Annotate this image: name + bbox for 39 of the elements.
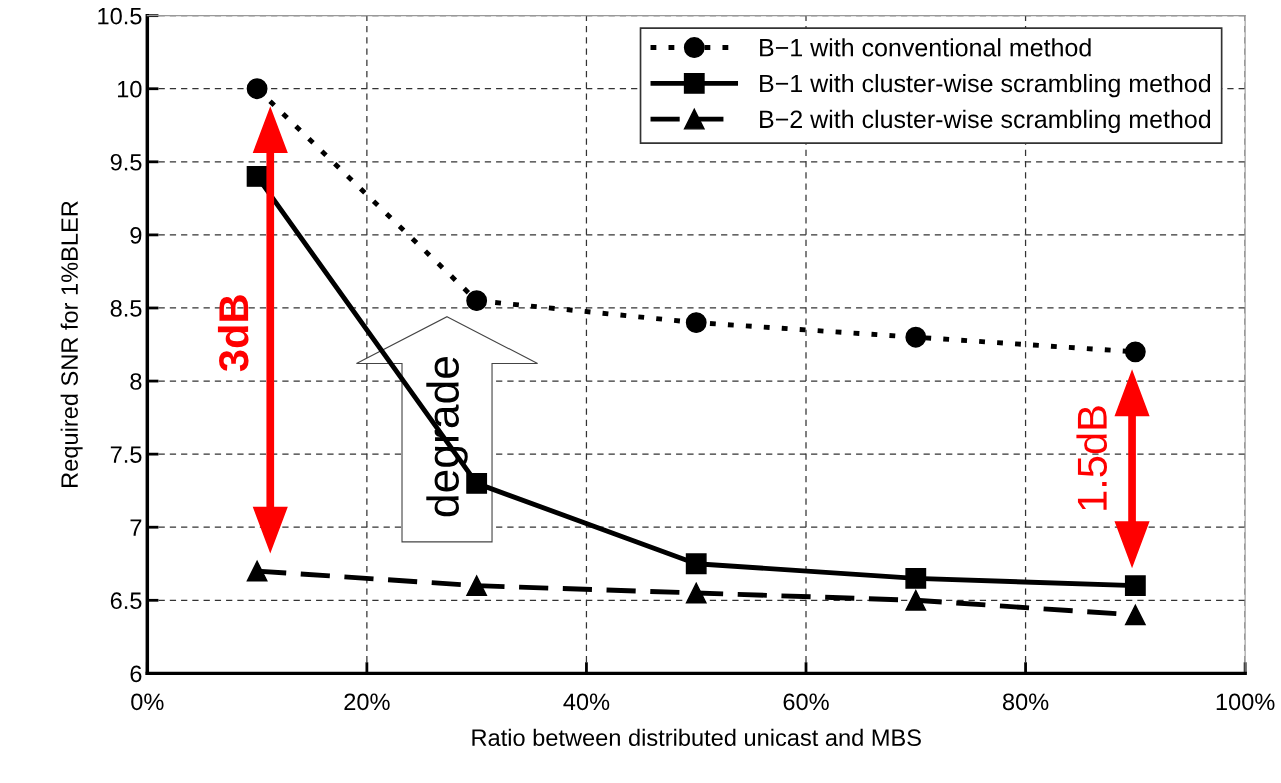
point	[685, 312, 707, 334]
y-tick-label: 10.5	[98, 7, 142, 25]
y-tick-label: 7.5	[110, 446, 142, 463]
legend-label: B−1 with cluster-wise scrambling method	[760, 73, 1211, 98]
annotation: 1.5dB	[1076, 406, 1108, 510]
point	[466, 472, 488, 494]
point	[685, 553, 707, 575]
y-tick-label: 6.5	[110, 592, 142, 610]
y-tick-label: 7	[130, 519, 142, 536]
point	[1124, 341, 1146, 363]
x-tick-label: 80%	[1002, 693, 1049, 711]
point	[466, 290, 488, 312]
point	[246, 166, 268, 187]
point	[905, 326, 927, 348]
legend-label: B−2 with cluster-wise scrambling method	[760, 109, 1211, 134]
annotation: 3dB	[217, 295, 249, 372]
y-tick-label: 6	[130, 665, 142, 683]
x-tick-label: 20%	[344, 693, 390, 711]
y-tick-label: 9	[130, 226, 142, 244]
y-tick-label: 8	[130, 373, 142, 390]
x-tick-label: 100%	[1216, 693, 1275, 711]
x-axis-title: Ratio between distributed unicast and MBS	[472, 728, 921, 747]
annotation: degrade	[426, 357, 468, 517]
point	[905, 567, 927, 589]
y-tick-label: 9.5	[110, 153, 142, 171]
point	[246, 560, 268, 582]
point	[1124, 604, 1146, 626]
x-tick-label: 40%	[563, 693, 610, 711]
point	[905, 589, 927, 611]
point	[246, 78, 268, 100]
point	[1124, 575, 1146, 597]
point	[685, 582, 707, 604]
x-tick-label: 0%	[131, 693, 164, 711]
y-axis-title: Required SNR for 1%BLER	[60, 201, 83, 487]
y-tick-label: 8.5	[110, 300, 142, 317]
y-tick-label: 10	[117, 80, 142, 98]
legend-label: B−1 with conventional method	[760, 38, 1091, 57]
point	[466, 575, 488, 597]
x-tick-label: 60%	[783, 693, 829, 711]
